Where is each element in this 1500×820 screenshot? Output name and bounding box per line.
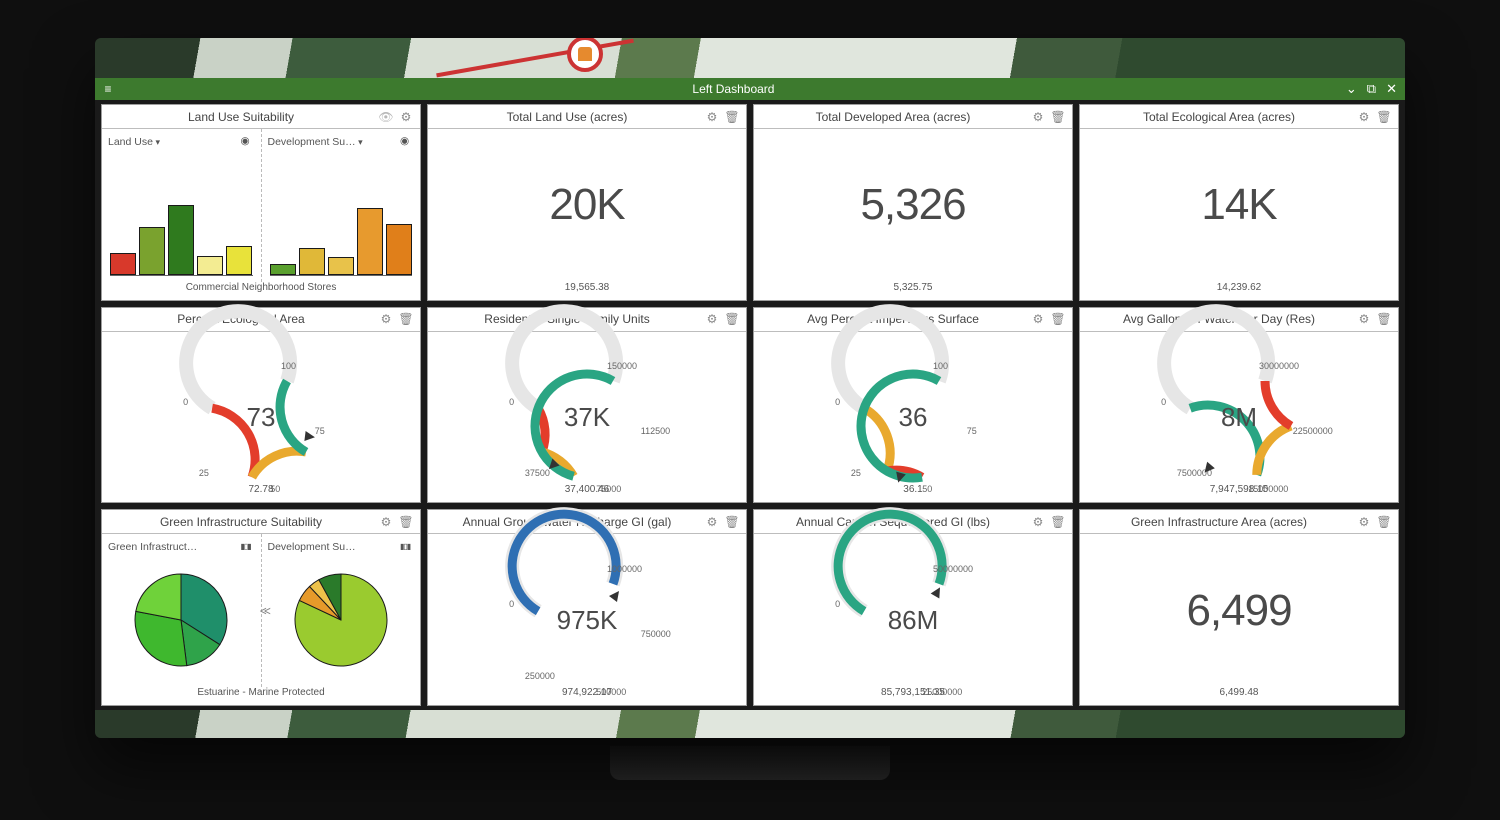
monitor-stand (610, 746, 890, 780)
settings-icon[interactable] (1356, 311, 1372, 327)
gi-pie-left (133, 572, 229, 668)
card-footer: 5,325.75 (754, 282, 1072, 300)
map-route-line (436, 39, 634, 78)
settings-icon[interactable] (704, 311, 720, 327)
card-footer: 85,793,151.35 (754, 687, 1072, 705)
landuse-bar-chart (110, 196, 253, 276)
map-transit-pin-icon (567, 38, 603, 72)
metric-value: 5,326 (860, 180, 965, 230)
settings-icon[interactable] (1030, 109, 1046, 125)
card-gi-suitability: Green Infrastructure Suitability Green I… (101, 509, 421, 706)
settings-icon[interactable] (1030, 514, 1046, 530)
card-title: Green Infrastructure Suitability (108, 515, 374, 529)
card-total-developed-area: Total Developed Area (acres) 5,326 5,325… (753, 104, 1073, 301)
landuse-dropdown[interactable]: Land Use (108, 136, 160, 148)
gauge-impervious: 360255075100 (828, 348, 998, 468)
card-carbon-sequestered: Annual Carbon Sequestered GI (lbs) 86M02… (753, 509, 1073, 706)
map-background-top (95, 38, 1405, 78)
globe-icon[interactable] (400, 135, 414, 149)
map-background-bottom (95, 710, 1405, 738)
gauge-recharge: 975K02500005000007500001000000 (502, 551, 672, 671)
metric-value: 14K (1201, 180, 1276, 230)
settings-icon[interactable] (704, 109, 720, 125)
prev-arrow-icon[interactable]: ≪ (260, 604, 272, 617)
card-footer: 6,499.48 (1080, 687, 1398, 705)
gauge-carbon: 86M02500000050000000 (828, 551, 998, 671)
delete-icon[interactable] (1050, 514, 1066, 530)
card-footer: 974,922.17 (428, 687, 746, 705)
card-title: Total Ecological Area (acres) (1086, 110, 1352, 124)
delete-icon[interactable] (1376, 109, 1392, 125)
monitor-frame: Left Dashboard Land Use Suitability Land… (95, 38, 1405, 738)
gauge-percent-eco: 730255075100 (176, 348, 346, 468)
delete-icon[interactable] (724, 514, 740, 530)
gi-left-panel: Green Infrastruct… (102, 534, 262, 687)
barchart-icon[interactable] (400, 540, 414, 554)
window-title: Left Dashboard (121, 82, 1346, 96)
card-title: Land Use Suitability (108, 110, 374, 124)
card-footer: 19,565.38 (428, 282, 746, 300)
gi-right-panel: Development Su… ≪ (262, 534, 421, 687)
metric-value: 6,499 (1186, 586, 1291, 636)
card-footer: 14,239.62 (1080, 282, 1398, 300)
card-percent-ecological: Percent Ecological Area 730255075100 72.… (101, 307, 421, 504)
card-title: Green Infrastructure Area (acres) (1086, 515, 1352, 529)
card-impervious-surface: Avg Percent Impervious Surface 360255075… (753, 307, 1073, 504)
card-footer: Estuarine - Marine Protected (102, 687, 420, 705)
delete-icon[interactable] (1050, 109, 1066, 125)
delete-icon[interactable] (724, 311, 740, 327)
gi-right-label: Development Su… (268, 541, 356, 553)
card-total-ecological-area: Total Ecological Area (acres) 14K 14,239… (1079, 104, 1399, 301)
devsuit-dropdown[interactable]: Development Su… (268, 136, 363, 148)
window-titlebar: Left Dashboard (95, 78, 1405, 100)
delete-icon[interactable] (1050, 311, 1066, 327)
landuse-left-panel: Land Use (102, 129, 262, 282)
card-land-use-suitability: Land Use Suitability Land Use D (101, 104, 421, 301)
gauge-gallons: 8M07500000150000002250000030000000 (1154, 348, 1324, 468)
delete-icon[interactable] (1376, 311, 1392, 327)
delete-icon[interactable] (398, 311, 414, 327)
gi-pie-right (293, 572, 389, 668)
card-total-land-use: Total Land Use (acres) 20K 19,565.38 (427, 104, 747, 301)
card-title: Total Land Use (acres) (434, 110, 700, 124)
delete-icon[interactable] (398, 514, 414, 530)
card-residential-units: Residential Single Family Units 37K03750… (427, 307, 747, 504)
card-gi-area: Green Infrastructure Area (acres) 6,499 … (1079, 509, 1399, 706)
delete-icon[interactable] (1376, 514, 1392, 530)
settings-icon[interactable] (1356, 109, 1372, 125)
close-button[interactable] (1386, 81, 1397, 97)
card-title: Total Developed Area (acres) (760, 110, 1026, 124)
settings-icon[interactable] (1356, 514, 1372, 530)
settings-icon[interactable] (378, 514, 394, 530)
metric-value: 20K (549, 180, 624, 230)
barchart-icon[interactable] (241, 540, 255, 554)
card-gallons-water: Avg Gallons of Water Per Day (Res) 8M075… (1079, 307, 1399, 504)
card-footer: 36.1 (754, 484, 1072, 502)
globe-icon[interactable] (241, 135, 255, 149)
card-footer: 7,947,598.15 (1080, 484, 1398, 502)
gauge-res-units: 37K03750075000112500150000 (502, 348, 672, 468)
landuse-right-panel: Development Su… (262, 129, 421, 282)
card-footer: 72.78 (102, 484, 420, 502)
menu-button[interactable] (95, 82, 121, 96)
gi-left-label: Green Infrastruct… (108, 541, 197, 553)
settings-icon[interactable] (398, 109, 414, 125)
card-groundwater-recharge: Annual Groundwater Recharge GI (gal) 975… (427, 509, 747, 706)
settings-icon[interactable] (704, 514, 720, 530)
delete-icon[interactable] (724, 109, 740, 125)
settings-icon[interactable] (1030, 311, 1046, 327)
dashboard-grid: Land Use Suitability Land Use D (101, 104, 1399, 706)
card-footer: 37,400.46 (428, 484, 746, 502)
settings-icon[interactable] (378, 311, 394, 327)
visibility-toggle-icon[interactable] (378, 109, 394, 125)
restore-button[interactable] (1367, 81, 1376, 97)
devsuit-bar-chart (270, 196, 413, 276)
card-footer: Commercial Neighborhood Stores (102, 282, 420, 300)
minimize-button[interactable] (1346, 81, 1357, 97)
